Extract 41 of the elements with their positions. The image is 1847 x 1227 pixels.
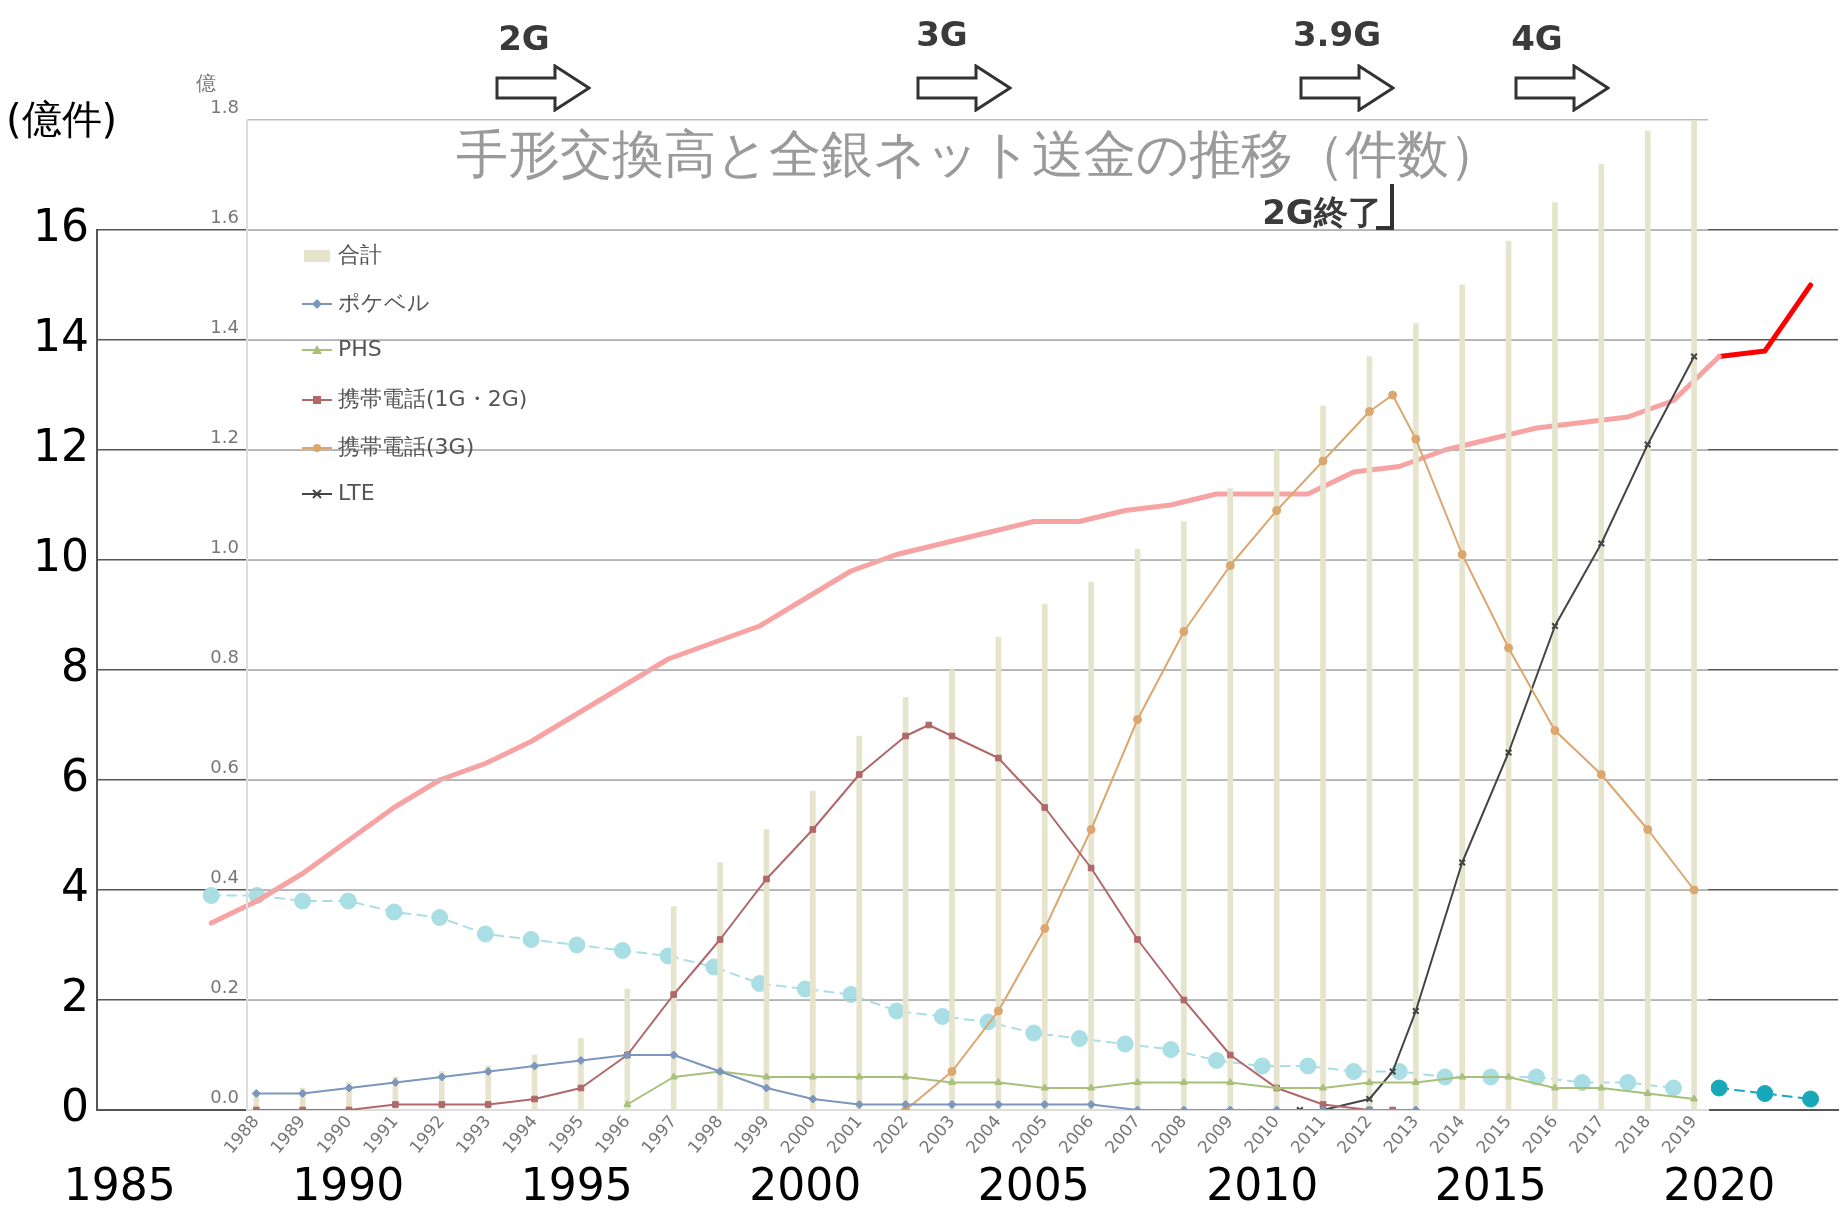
x-tick-label: 1985 bbox=[63, 1158, 176, 1210]
y-tick-label: 10 bbox=[33, 530, 89, 582]
y-axis-title: (億件) bbox=[6, 95, 118, 144]
y-tick-label: 0.4 bbox=[210, 865, 239, 887]
y-tick-label: 1.8 bbox=[210, 95, 239, 117]
y-tick-label: 1.4 bbox=[210, 315, 239, 337]
y-tick-label: 16 bbox=[33, 200, 89, 252]
y-tick-label: 0.6 bbox=[210, 755, 239, 777]
y-tick-label: 0.2 bbox=[210, 975, 239, 997]
y-tick-label: 1.2 bbox=[210, 425, 239, 447]
y-tick-label: 6 bbox=[61, 750, 89, 802]
x-tick-label: 2015 bbox=[1434, 1158, 1547, 1210]
chart-title: 手形交換高と全銀ネット送金の推移（件数） bbox=[455, 123, 1501, 186]
y-tick-label: 12 bbox=[33, 420, 89, 472]
text: 4G bbox=[1511, 18, 1563, 58]
x-tick-label: 2000 bbox=[749, 1158, 862, 1210]
x-tick-label: 2010 bbox=[1206, 1158, 1319, 1210]
y-tick-label: 1.6 bbox=[210, 205, 239, 227]
x-tick-label: 1990 bbox=[292, 1158, 405, 1210]
legend-label: ポケベル bbox=[338, 290, 430, 315]
y-tick-label: 1.0 bbox=[210, 535, 239, 557]
y-tick-label: 0.8 bbox=[210, 645, 239, 667]
legend-label: 携帯電話(3G) bbox=[338, 434, 475, 459]
text: 3.9G bbox=[1292, 14, 1382, 54]
legend-label: PHS bbox=[338, 336, 382, 361]
y-tick-label: 14 bbox=[33, 310, 89, 362]
y-tick-label: 0.0 bbox=[210, 1085, 239, 1107]
text: 2G bbox=[498, 18, 550, 58]
x-tick-label: 2020 bbox=[1663, 1158, 1776, 1210]
y-tick-label: 2 bbox=[61, 970, 89, 1022]
x-tick-label: 1995 bbox=[520, 1158, 633, 1210]
legend-label: LTE bbox=[338, 480, 375, 505]
y-axis-title: 億 bbox=[196, 70, 216, 97]
y-tick-label: 4 bbox=[61, 860, 89, 912]
legend-label: 合計 bbox=[338, 242, 382, 267]
y-tick-label: 8 bbox=[61, 640, 89, 692]
x-tick-label: 2005 bbox=[977, 1158, 1090, 1210]
legend-label: 携帯電話(1G・2G) bbox=[338, 386, 528, 411]
annotation: 2G終了 bbox=[1262, 191, 1382, 234]
text: 3G bbox=[916, 14, 968, 54]
y-tick-label: 0 bbox=[61, 1080, 89, 1132]
